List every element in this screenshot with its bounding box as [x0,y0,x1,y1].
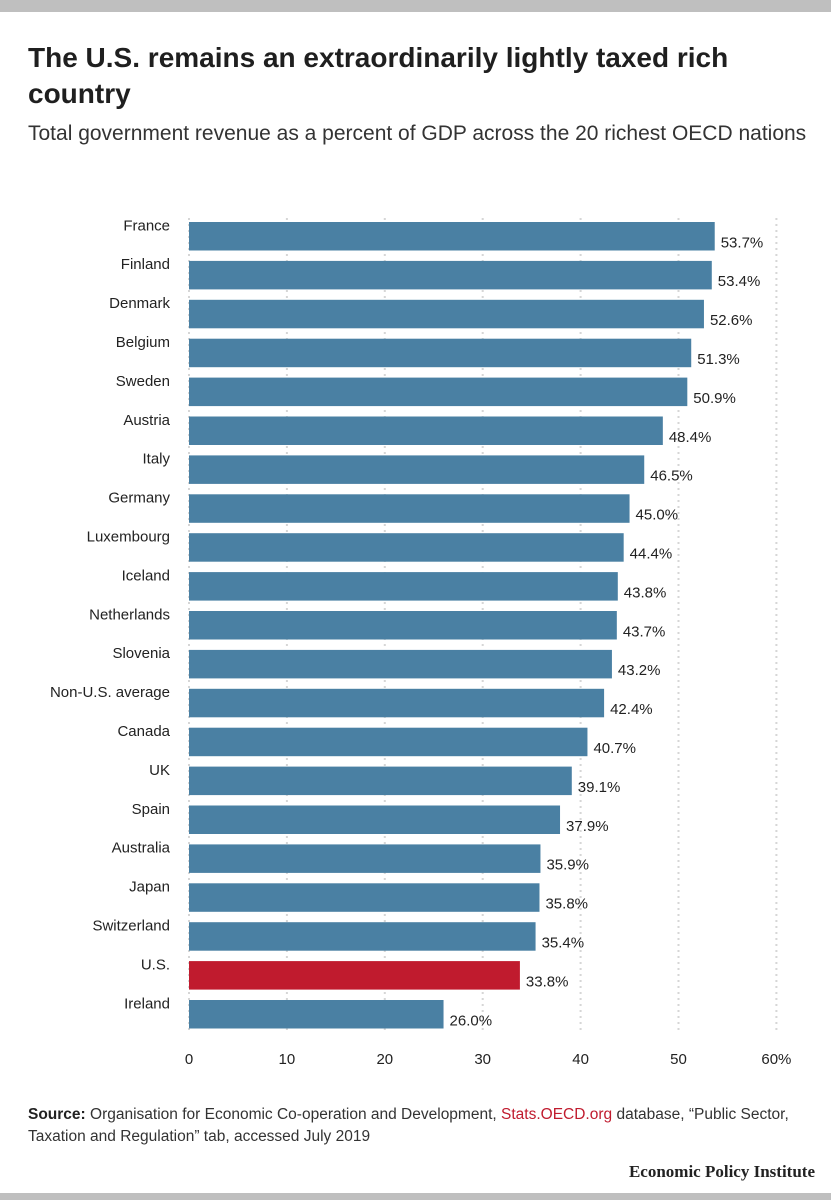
bar [189,572,618,601]
value-label: 53.4% [718,273,761,290]
x-tick-label: 30 [474,1051,491,1068]
value-label: 45.0% [636,507,679,524]
bar [189,649,612,679]
x-tick-label: 10 [279,1051,296,1068]
x-tick-label: 50 [670,1051,687,1068]
bar [189,338,692,368]
source-note: Source: Organisation for Economic Co-ope… [28,1104,808,1148]
bar [189,299,704,329]
bar [189,260,712,290]
value-label: 51.3% [697,351,740,368]
bar [189,611,617,640]
source-label: Source: [28,1106,86,1123]
bar [189,494,630,523]
category-label: Belgium [116,334,170,351]
category-label: Luxembourg [87,528,170,545]
category-label: France [123,217,170,234]
source-link[interactable]: Stats.OECD.org [501,1106,613,1123]
chart-subtitle: Total government revenue as a percent of… [28,122,807,145]
value-label: 52.6% [710,312,753,329]
x-tick-label: 0 [185,1051,193,1068]
category-label: Austria [123,412,170,429]
value-label: 35.9% [546,857,589,874]
value-label: 33.8% [526,973,569,990]
category-label: Germany [108,490,170,507]
value-label: 44.4% [630,545,673,562]
value-label: 48.4% [669,429,712,446]
bar [189,883,540,912]
category-label: Japan [129,879,170,896]
bar [189,533,624,562]
category-label: Non-U.S. average [50,684,170,701]
bar-highlight [189,961,520,990]
top-rule [0,0,831,12]
bar [189,688,605,718]
bar [189,1000,444,1029]
x-tick-label: 60% [761,1051,791,1068]
category-label: Switzerland [92,917,170,934]
value-label: 42.4% [610,701,653,718]
value-label: 35.4% [542,934,585,951]
bar [189,805,561,834]
bar [189,222,715,251]
value-label: 26.0% [450,1012,493,1029]
value-label: 37.9% [566,818,609,835]
value-label: 35.8% [545,896,588,913]
source-text-before: Organisation for Economic Co-operation a… [90,1106,497,1123]
category-label: Slovenia [112,645,170,662]
category-label: Canada [117,723,170,740]
chart-title: The U.S. remains an extraordinarily ligh… [28,42,729,109]
bar [189,844,541,873]
category-label: Australia [112,840,171,857]
category-label: Spain [132,801,170,818]
bar [189,766,572,796]
value-label: 40.7% [593,740,636,757]
category-label: UK [149,762,170,779]
x-tick-label: 20 [376,1051,393,1068]
category-label: Denmark [109,295,170,312]
value-label: 43.8% [624,584,667,601]
category-label: Finland [121,256,170,273]
category-label: Ireland [124,995,170,1012]
value-label: 39.1% [578,779,621,796]
category-label: Iceland [122,567,170,584]
category-label: U.S. [141,956,170,973]
category-label: Sweden [116,373,170,390]
bar [189,727,588,757]
bar [189,416,663,445]
bar [189,377,688,407]
bar [189,922,536,951]
value-label: 50.9% [693,390,736,407]
value-label: 43.2% [618,662,661,679]
source-text-after: database, “Public Sector, Taxation and R… [28,1106,789,1145]
bar [189,455,645,484]
category-label: Italy [142,451,170,468]
x-tick-label: 40 [572,1051,589,1068]
bar-chart: France 53.7% Finland 53.4% Denmark 52.6% Belgi… [50,217,791,1068]
value-label: 43.7% [623,623,666,640]
brand-logo: Economic Policy Institute [628,1162,815,1181]
bottom-rule [0,1193,831,1200]
value-label: 46.5% [650,468,693,485]
category-label: Netherlands [89,606,170,623]
value-label: 53.7% [721,234,764,251]
